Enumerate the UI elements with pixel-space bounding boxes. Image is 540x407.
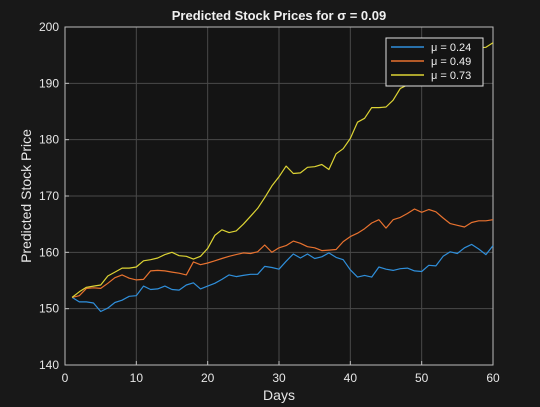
x-tick-label: 30 xyxy=(272,371,286,385)
y-tick-label: 150 xyxy=(39,302,59,316)
y-tick-label: 170 xyxy=(39,189,59,203)
x-tick-label: 0 xyxy=(62,371,69,385)
legend: μ = 0.24 μ = 0.49 μ = 0.73 xyxy=(385,37,484,87)
x-tick-label: 60 xyxy=(486,371,500,385)
y-tick-label: 160 xyxy=(39,245,59,259)
legend-box xyxy=(385,37,484,87)
x-axis-label: Days xyxy=(263,387,295,403)
series-line-2 xyxy=(71,208,494,298)
y-tick-label: 140 xyxy=(39,358,59,372)
x-tick-label: 20 xyxy=(201,371,215,385)
y-tick-label: 190 xyxy=(39,76,59,90)
y-axis-label: Predicted Stock Price xyxy=(18,129,34,263)
x-tick-label: 40 xyxy=(344,371,358,385)
y-tick-label: 200 xyxy=(39,20,59,34)
axis-ticks: 0 10 20 30 40 50 60 140 150 160 170 180 190 200 xyxy=(39,20,500,385)
series-line-1 xyxy=(71,243,494,313)
x-tick-label: 10 xyxy=(130,371,144,385)
y-tick-label: 180 xyxy=(39,133,59,147)
legend-label-3: μ = 0.73 xyxy=(431,70,471,82)
chart-title: Predicted Stock Prices for σ = 0.09 xyxy=(172,8,386,23)
legend-label-2: μ = 0.49 xyxy=(431,56,471,68)
x-tick-label: 50 xyxy=(415,371,429,385)
legend-label-1: μ = 0.24 xyxy=(431,42,471,54)
